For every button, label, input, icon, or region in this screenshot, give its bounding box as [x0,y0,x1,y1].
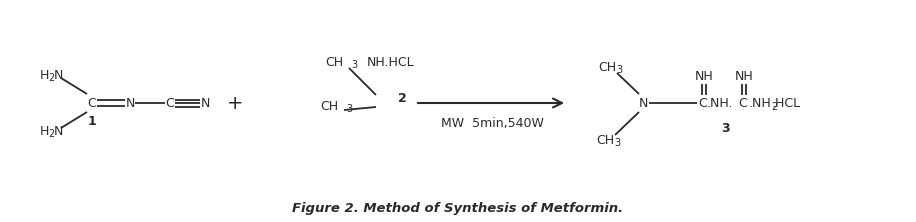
Text: .NH: .NH [748,97,771,109]
Text: +: + [227,93,244,113]
Text: N: N [53,125,62,137]
Text: 2: 2 [48,129,54,139]
Text: N: N [125,97,135,109]
Text: 3: 3 [616,65,622,75]
Text: N: N [53,69,62,81]
Text: 2: 2 [48,73,54,83]
Text: .HCL: .HCL [771,97,801,109]
Text: C: C [738,97,747,109]
Text: 1: 1 [88,115,96,127]
Text: N: N [638,97,648,109]
Text: CH: CH [325,56,343,69]
Text: 2: 2 [771,102,777,112]
Text: Figure 2. Method of Synthesis of Metformin.: Figure 2. Method of Synthesis of Metform… [292,202,624,215]
Text: CH: CH [598,61,616,73]
Text: 3: 3 [346,104,352,114]
Text: .NH.: .NH. [707,97,733,109]
Text: CH: CH [596,133,614,147]
Text: CH: CH [320,99,338,113]
Text: NH.HCL: NH.HCL [367,56,415,69]
Text: N: N [201,97,210,109]
Text: NH: NH [694,69,714,83]
Text: C: C [166,97,174,109]
Text: 3: 3 [614,138,620,148]
Text: 3: 3 [721,121,729,135]
Text: C: C [699,97,707,109]
Text: 2: 2 [398,91,407,105]
Text: H: H [39,125,49,137]
Text: C: C [88,97,96,109]
Text: NH: NH [735,69,753,83]
Text: MW  5min,540W: MW 5min,540W [441,117,543,129]
Text: 3: 3 [351,60,357,70]
Text: H: H [39,69,49,81]
